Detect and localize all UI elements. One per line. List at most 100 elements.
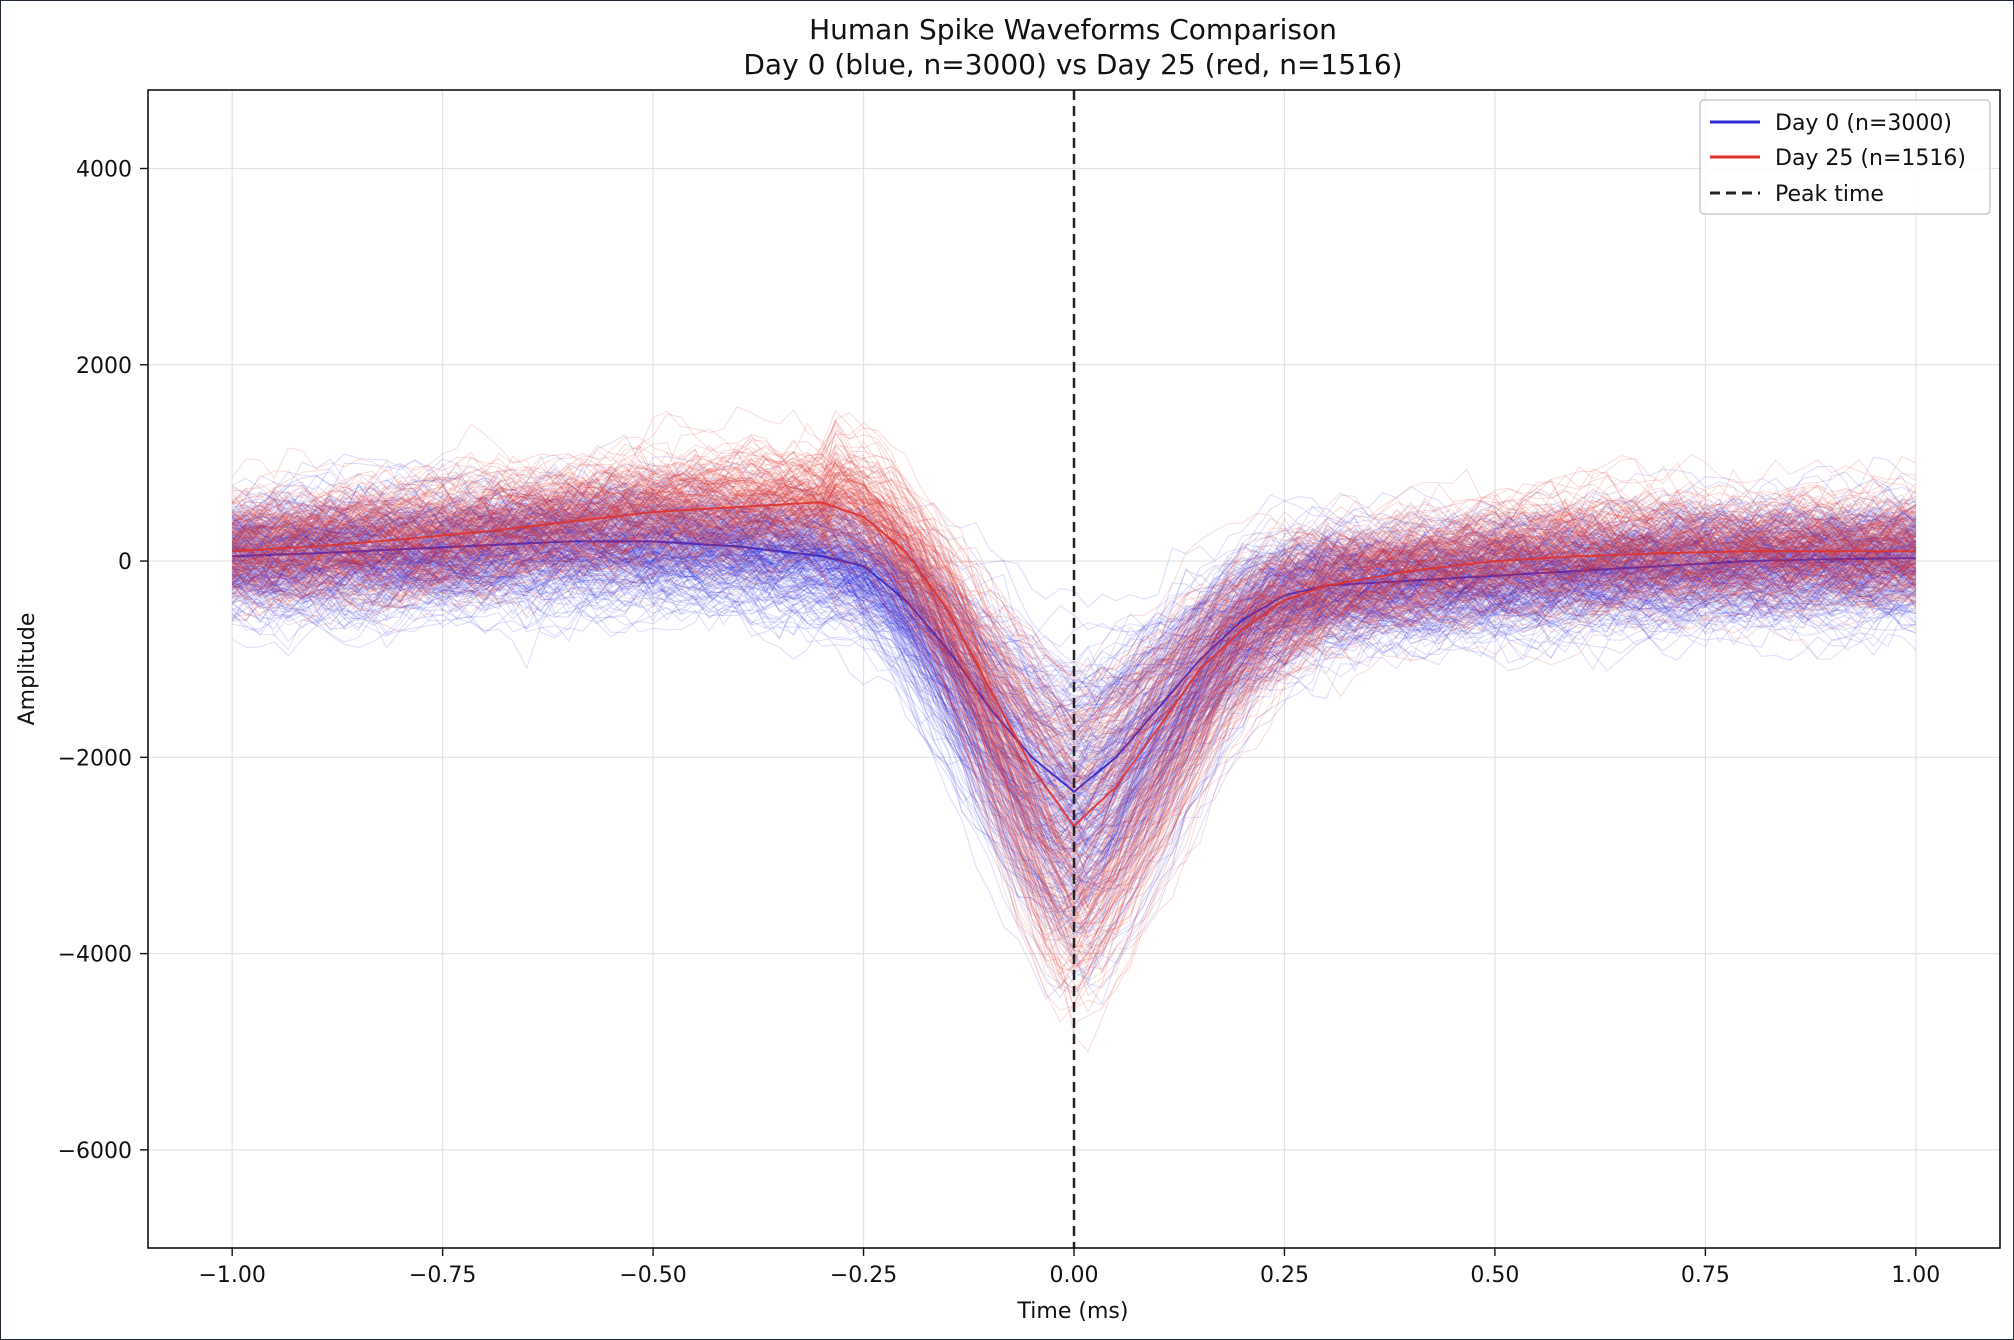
waveform-trace: [232, 504, 1917, 772]
waveform-trace: [231, 437, 1916, 794]
x-axis-ticks: −1.00 −0.75 −0.50 −0.25 0.00 0.25 0.50 0.75 1.00: [198, 1248, 1940, 1288]
x-tick-label: 0.50: [1470, 1263, 1519, 1288]
waveform-trace: [231, 537, 1917, 797]
waveform-trace: [231, 520, 1917, 885]
waveform-trace: [232, 450, 1917, 859]
waveform-trace: [231, 441, 1917, 687]
waveform-trace: [232, 515, 1917, 826]
waveform-trace: [231, 486, 1916, 749]
waveform-trace: [231, 555, 1917, 895]
waveform-trace: [232, 531, 1917, 786]
series-0-mean-line: [232, 540, 1916, 793]
waveform-trace: [231, 450, 1917, 939]
legend-label-peak-time: Peak time: [1775, 182, 1884, 207]
waveform-trace: [231, 459, 1917, 990]
waveform-trace: [231, 544, 1917, 754]
y-axis-label: Amplitude: [15, 613, 40, 726]
waveform-trace: [231, 510, 1916, 712]
waveform-trace: [232, 564, 1917, 914]
waveform-trace: [231, 522, 1916, 718]
x-tick-label: −0.25: [830, 1263, 897, 1288]
waveform-trace: [232, 513, 1917, 799]
waveform-trace: [231, 433, 1917, 773]
waveform-trace: [231, 579, 1916, 896]
waveform-trace: [231, 470, 1916, 969]
waveform-trace: [231, 573, 1917, 932]
waveform-trace: [231, 525, 1917, 699]
y-tick-label: 2000: [76, 354, 132, 379]
waveform-trace: [231, 505, 1917, 746]
waveform-trace: [232, 472, 1916, 841]
waveform-trace: [231, 577, 1917, 852]
waveform-trace: [231, 513, 1917, 839]
waveform-trace: [232, 431, 1916, 976]
waveform-trace: [232, 508, 1917, 737]
waveform-trace: [231, 462, 1916, 857]
waveform-trace: [232, 518, 1916, 793]
waveform-trace: [231, 531, 1917, 857]
waveform-trace: [231, 526, 1917, 739]
x-tick-label: −1.00: [198, 1263, 265, 1288]
waveform-trace: [231, 485, 1917, 924]
waveform-trace: [231, 515, 1917, 752]
waveform-trace: [232, 481, 1916, 893]
legend-label-day0: Day 0 (n=3000): [1775, 111, 1952, 136]
waveform-trace: [232, 514, 1917, 901]
waveform-trace: [231, 529, 1917, 906]
waveform-trace: [231, 477, 1916, 907]
waveform-trace: [231, 473, 1917, 921]
waveform-trace: [231, 533, 1916, 727]
waveform-trace: [231, 451, 1917, 731]
waveform-trace: [231, 422, 1917, 917]
waveform-trace: [232, 512, 1916, 789]
waveform-trace: [232, 451, 1916, 684]
waveform-trace: [232, 539, 1917, 913]
waveform-trace: [231, 513, 1916, 779]
legend: Day 0 (n=3000) Day 25 (n=1516) Peak time: [1699, 99, 1991, 215]
waveform-trace: [231, 465, 1917, 998]
waveform-trace: [232, 553, 1917, 805]
waveform-trace: [231, 406, 1917, 670]
x-tick-label: 0.75: [1681, 1263, 1730, 1288]
waveform-trace: [231, 503, 1917, 731]
waveform-trace: [232, 499, 1917, 791]
waveform-trace: [231, 472, 1917, 743]
waveform-trace: [231, 518, 1916, 781]
waveform-trace: [231, 514, 1917, 732]
waveform-trace: [231, 520, 1916, 935]
waveform-trace: [231, 443, 1916, 721]
waveform-trace: [231, 530, 1917, 762]
waveform-trace: [232, 464, 1917, 858]
y-tick-label: −2000: [58, 746, 132, 771]
waveform-trace: [231, 506, 1917, 796]
waveform-trace: [231, 474, 1917, 918]
waveform-trace: [232, 451, 1916, 873]
waveform-trace: [232, 507, 1917, 822]
waveform-trace: [231, 548, 1916, 981]
waveform-trace: [232, 493, 1917, 740]
waveform-trace: [231, 516, 1917, 807]
waveform-trace: [231, 452, 1916, 951]
waveform-trace: [232, 479, 1917, 780]
y-tick-label: 4000: [76, 158, 132, 183]
waveform-trace: [231, 471, 1917, 958]
chart-title: Human Spike Waveforms Comparison: [809, 13, 1337, 46]
waveform-trace: [232, 518, 1917, 718]
waveform-trace: [231, 492, 1916, 889]
waveform-trace: [232, 460, 1917, 956]
waveform-trace: [231, 502, 1917, 886]
waveform-trace: [231, 482, 1917, 701]
waveform-trace: [231, 440, 1917, 763]
waveform-trace: [232, 436, 1917, 799]
waveform-trace: [231, 429, 1917, 997]
waveform-trace: [232, 503, 1917, 680]
waveform-trace: [232, 491, 1917, 744]
waveform-trace: [232, 486, 1916, 874]
waveform-trace: [231, 496, 1917, 711]
x-axis-label: Time (ms): [1017, 1299, 1129, 1324]
waveform-trace: [232, 452, 1916, 938]
waveform-trace: [232, 512, 1917, 856]
waveform-trace: [232, 523, 1917, 973]
waveform-trace: [232, 515, 1916, 817]
